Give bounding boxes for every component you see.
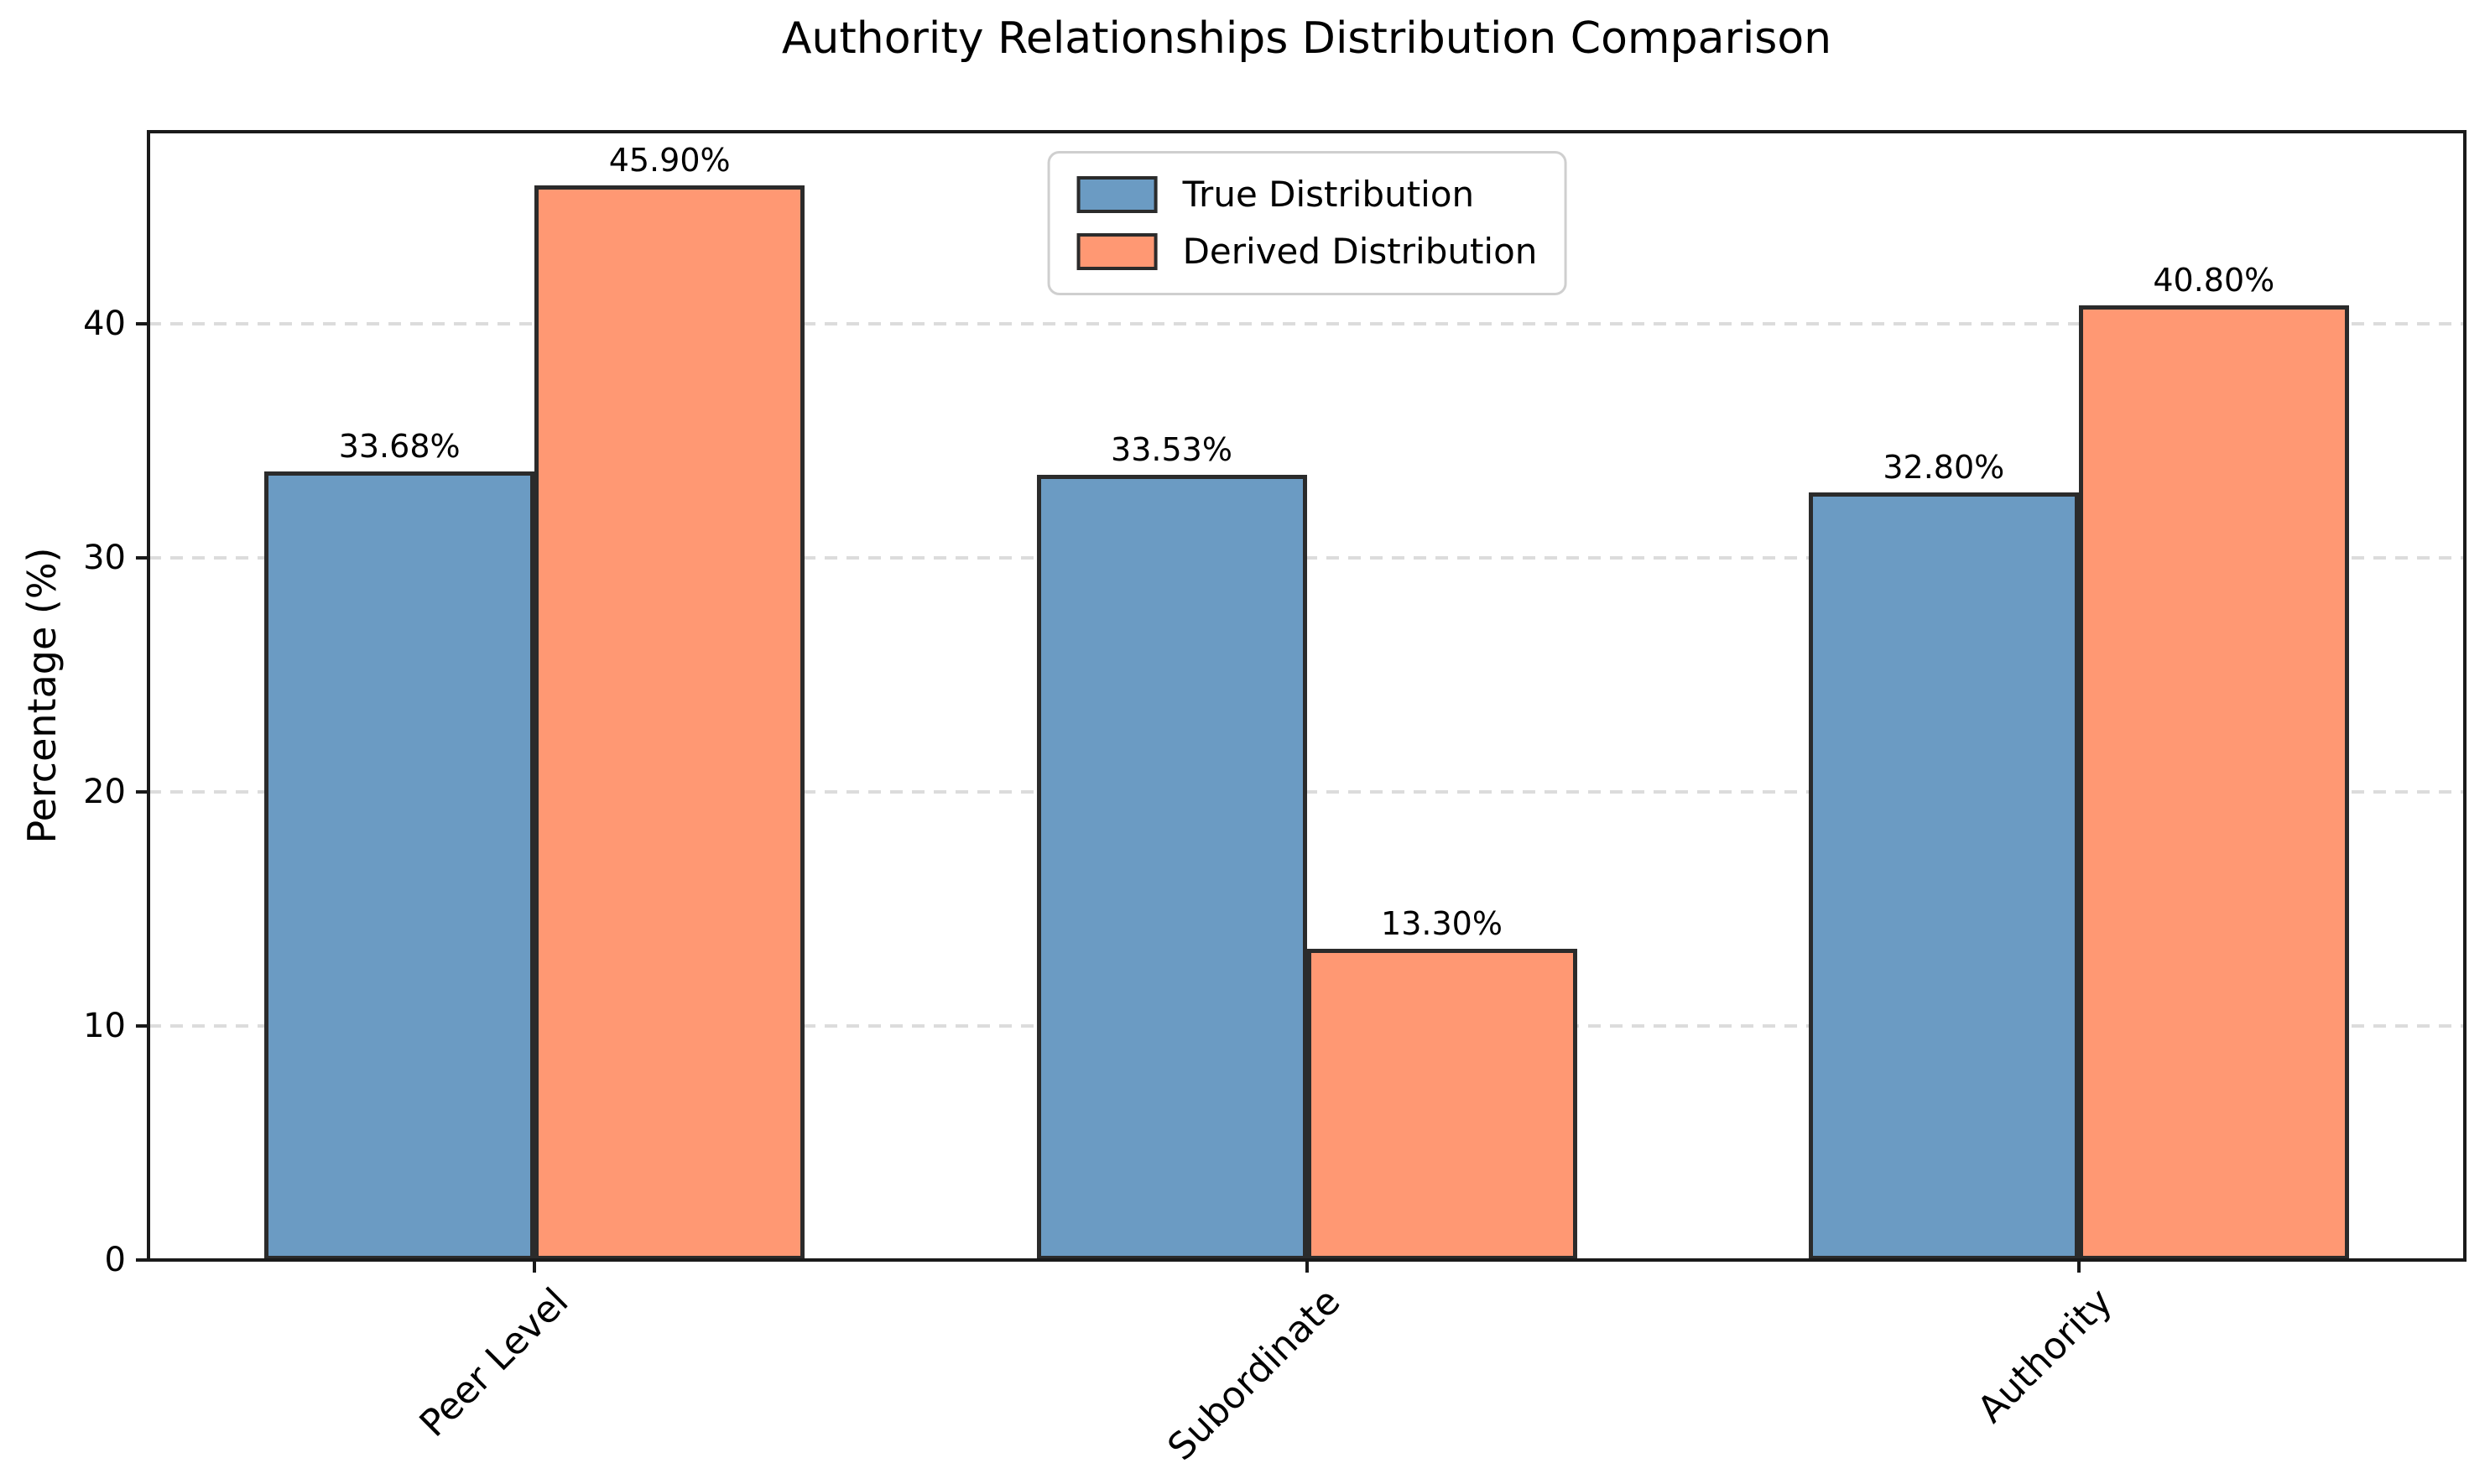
- y-tick-mark-0: [136, 1258, 148, 1262]
- bar-derived-distribution-peer-level: [534, 185, 805, 1260]
- x-tick-mark-authority: [2076, 1260, 2081, 1273]
- plot-area: 33.68% 45.90% 33.53% 13.30% 32.80% 40.80%: [148, 132, 2465, 1260]
- y-tick-mark-40: [136, 321, 148, 325]
- y-tick-label-40: 40: [83, 304, 126, 343]
- bar-derived-distribution-subordinate: [1306, 948, 1577, 1260]
- bar-true-distribution-peer-level: [264, 471, 535, 1260]
- value-label-derived-distribution-subordinate: 13.30%: [1381, 904, 1503, 942]
- legend-row-derived-distribution: Derived Distribution: [1076, 231, 1538, 273]
- legend-swatch-true-distribution: [1076, 176, 1158, 213]
- chart-title: Authority Relationships Distribution Com…: [781, 13, 1832, 64]
- y-tick-mark-20: [136, 789, 148, 794]
- legend: True Distribution Derived Distribution: [1047, 151, 1567, 295]
- x-tick-mark-subordinate: [1305, 1260, 1309, 1273]
- legend-row-true-distribution: True Distribution: [1076, 174, 1538, 216]
- x-tick-mark-peer-level: [533, 1260, 537, 1273]
- legend-swatch-derived-distribution: [1076, 233, 1158, 270]
- y-tick-label-30: 30: [83, 538, 126, 577]
- bar-true-distribution-subordinate: [1036, 475, 1307, 1260]
- value-label-true-distribution-subordinate: 33.53%: [1111, 431, 1232, 469]
- y-tick-mark-30: [136, 555, 148, 560]
- value-label-true-distribution-peer-level: 33.68%: [338, 428, 461, 466]
- gridline-30: [148, 555, 2465, 560]
- y-tick-label-20: 20: [83, 772, 126, 811]
- y-tick-mark-10: [136, 1023, 148, 1028]
- y-tick-label-10: 10: [83, 1006, 126, 1045]
- legend-label-true-distribution: True Distribution: [1182, 174, 1475, 215]
- bar-true-distribution-authority: [1808, 492, 2079, 1260]
- x-tick-label-authority: Authority: [1969, 1280, 2121, 1432]
- gridline-20: [148, 789, 2465, 794]
- x-tick-label-peer-level: Peer Level: [411, 1280, 577, 1445]
- bar-derived-distribution-authority: [2078, 305, 2349, 1260]
- value-label-derived-distribution-authority: 40.80%: [2153, 261, 2275, 299]
- legend-label-derived-distribution: Derived Distribution: [1182, 231, 1538, 272]
- x-tick-label-subordinate: Subordinate: [1159, 1280, 1349, 1470]
- gridline-40: [148, 321, 2465, 325]
- value-label-true-distribution-authority: 32.80%: [1883, 448, 2005, 486]
- value-label-derived-distribution-peer-level: 45.90%: [608, 142, 731, 180]
- y-tick-label-0: 0: [104, 1241, 126, 1279]
